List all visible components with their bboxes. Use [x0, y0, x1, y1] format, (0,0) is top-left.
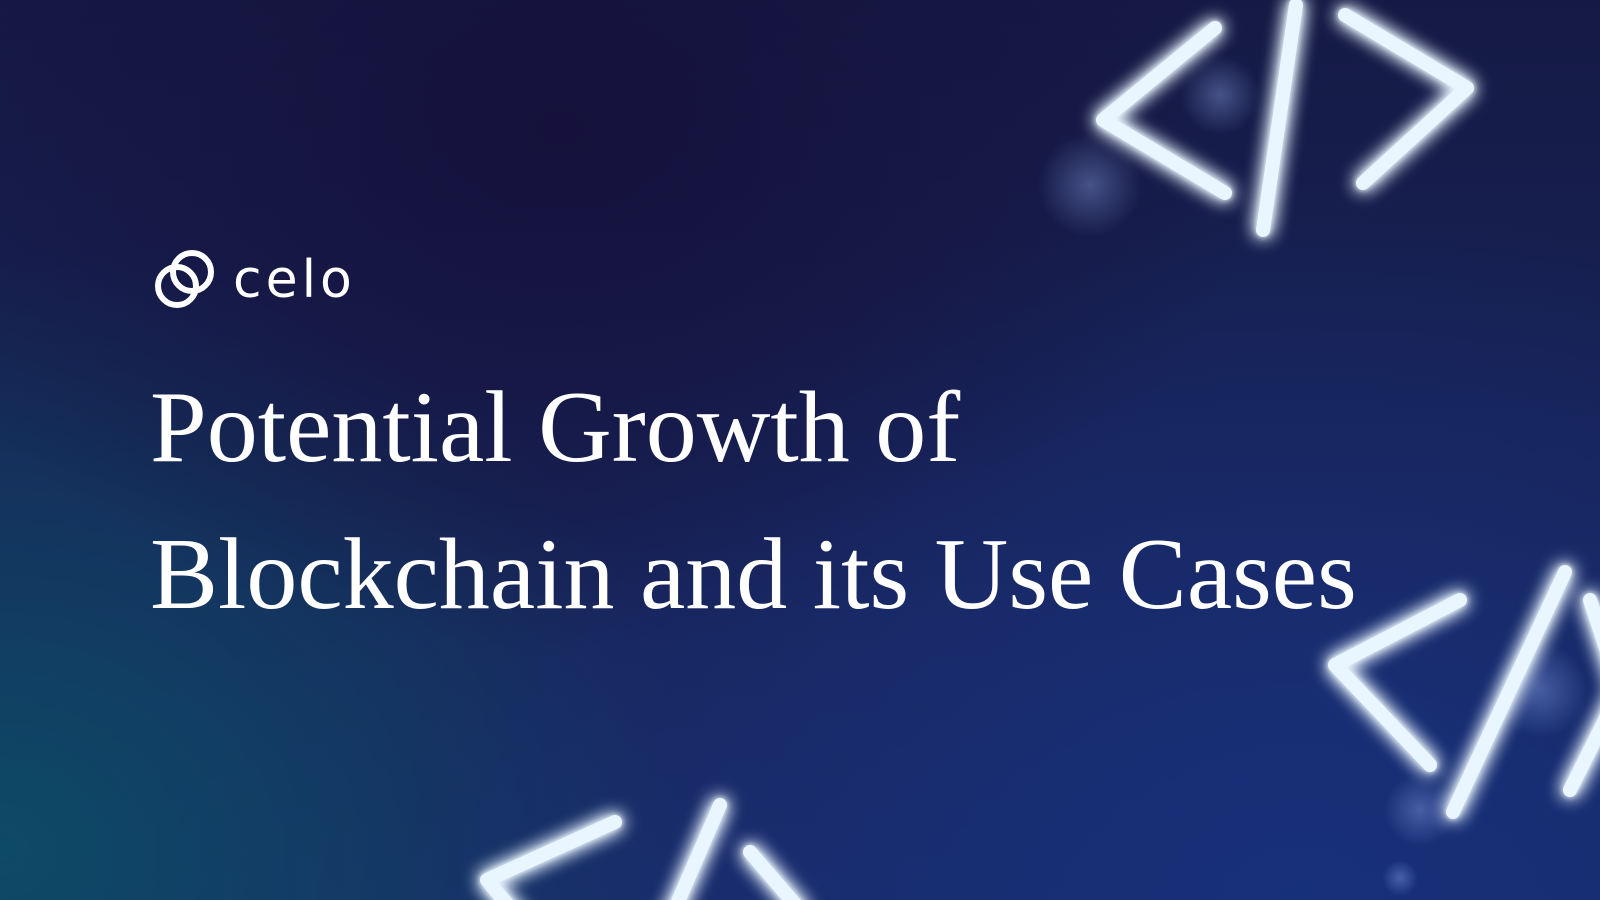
bokeh-light — [1038, 133, 1142, 237]
bokeh-light — [1384, 774, 1456, 846]
code-brackets-neon-icon — [1328, 565, 1600, 819]
brand-name: celo — [233, 250, 356, 310]
celo-brand[interactable]: celo — [153, 248, 356, 312]
page-title: Potential Growth of Blockchain and its U… — [150, 354, 1380, 648]
title-line-2: Blockchain and its Use Cases — [150, 518, 1357, 631]
bokeh-light — [1180, 55, 1260, 135]
bokeh-light — [1382, 860, 1418, 896]
code-brackets-neon-icon — [1096, 0, 1474, 237]
title-line-1: Potential Growth of — [150, 371, 961, 484]
celo-logo-icon — [155, 250, 214, 308]
code-brackets-neon-icon — [480, 798, 801, 900]
